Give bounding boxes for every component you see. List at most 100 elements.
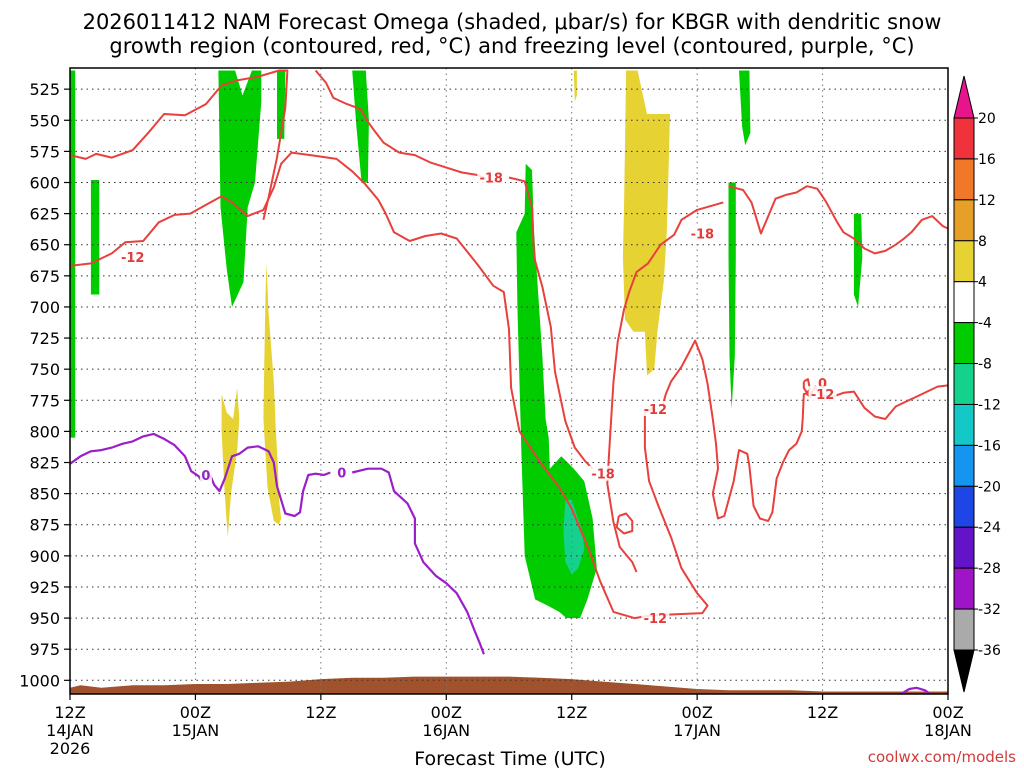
contour-layer (69, 69, 949, 695)
y-tick-label-725: 725 (29, 329, 60, 348)
red-contour-9 (711, 391, 810, 522)
omega-region-green-strip-2 (90, 180, 100, 295)
omega-region-green-right-2 (728, 182, 736, 409)
red-contour-4 (508, 176, 594, 470)
y-tick-label-825: 825 (29, 454, 60, 473)
colorbar-swatch-2 (953, 199, 975, 242)
omega-region-green-right-1 (739, 70, 751, 146)
x-tick-label-60-0: 00Z (681, 703, 712, 722)
colorbar-swatch-4 (953, 281, 975, 324)
purple-contour-label-1-bg (335, 464, 348, 480)
colorbar-swatch-11 (953, 567, 975, 610)
red-contour-label-7-bg (641, 610, 670, 626)
colorbar-swatch-1 (953, 158, 975, 201)
y-tick-label-850: 850 (29, 485, 60, 504)
ground-layer (70, 676, 948, 694)
red-contour-0 (69, 69, 280, 160)
colorbar: 20 16 12 8 4 -4 -8 -12 -16 -20 -24 -28 -32 -36 (953, 75, 1001, 693)
purple-contour-3 (900, 686, 931, 695)
y-tick-label-675: 675 (29, 267, 60, 286)
red-contour-label-5: -12 (811, 388, 835, 403)
y-tick-label-800: 800 (29, 422, 60, 441)
y-axis: 525 550 575 600 625 650 675 700 725 750 775 800 825 8… (19, 80, 70, 690)
red-contour-label-4: 0 (818, 377, 827, 392)
red-contour-label-7: -12 (644, 612, 668, 627)
red-contour-label-1-bg (477, 169, 506, 185)
purple-contour-label-0-bg (199, 466, 212, 482)
y-tick-label-975: 975 (29, 640, 60, 659)
red-contour-8 (661, 339, 719, 494)
colorbar-label-5: -4 (978, 316, 992, 332)
purple-contour-1 (209, 445, 331, 518)
y-tick-label-525: 525 (29, 80, 60, 99)
colorbar-swatch-5 (953, 322, 975, 365)
y-tick-label-700: 700 (29, 298, 60, 317)
colorbar-label-3: 8 (978, 234, 987, 250)
colorbar-swatch-0 (953, 117, 975, 160)
y-tick-label-750: 750 (29, 360, 60, 379)
grid-layer (69, 68, 949, 694)
y-tick-label-650: 650 (29, 236, 60, 255)
red-contour-label-3: -12 (644, 403, 668, 418)
colorbar-swatch-9 (953, 485, 975, 528)
red-contour-label-3-bg (641, 401, 670, 417)
colorbar-label-9: -20 (978, 479, 1001, 495)
ground-terrain (70, 676, 948, 694)
omega-region-green-main (516, 163, 597, 619)
colorbar-swatch-8 (953, 444, 975, 487)
red-contour-6 (728, 185, 949, 255)
x-tick-label-48-0: 12Z (556, 703, 587, 722)
x-tick-label-60-1: 17JAN (673, 721, 721, 740)
chart-title-line1: 2026011412 NAM Forecast Omega (shaded, μ… (83, 10, 942, 34)
red-contour-2 (262, 69, 289, 221)
x-tick-label-24-0: 12Z (305, 703, 336, 722)
omega-region-green-upper-1 (218, 70, 262, 307)
y-tick-label-575: 575 (29, 142, 60, 161)
colorbar-label-8: -16 (978, 438, 1001, 454)
purple-contour-label-0: 0 (201, 469, 210, 484)
red-contour-label-5-bg (808, 386, 837, 402)
red-contour-label-0-bg (118, 249, 147, 265)
red-contour-label-2-bg (688, 225, 717, 241)
purple-contour-label-1: 0 (337, 466, 346, 481)
y-tick-label-625: 625 (29, 205, 60, 224)
red-contour-3 (314, 69, 487, 180)
colorbar-label-10: -24 (978, 520, 1001, 536)
omega-region-yellow-tiny (573, 70, 577, 102)
red-contour-label-2: -18 (691, 228, 715, 243)
x-axis-label: Forecast Time (UTC) (414, 748, 605, 768)
colorbar-label-4: 4 (978, 275, 987, 291)
purple-contour-0 (69, 432, 203, 482)
red-contour-11 (802, 378, 811, 394)
x-tick-label-0-2: 2026 (50, 739, 91, 758)
colorbar-swatch-10 (953, 526, 975, 569)
plot-frame (69, 67, 949, 695)
red-contour-label-6: -18 (591, 468, 615, 483)
x-tick-label-0-1: 14JAN (46, 721, 94, 740)
y-tick-label-550: 550 (29, 111, 60, 130)
colorbar-label-13: -36 (978, 643, 1001, 659)
y-tick-label-875: 875 (29, 516, 60, 535)
colorbar-swatch-7 (953, 403, 975, 446)
omega-region-green-upper-3 (352, 70, 369, 183)
omega-shading-layer (70, 70, 863, 619)
contour-label-layer: -12-18-18-120-12-18-120 0 (118, 169, 837, 627)
colorbar-swatch-3 (953, 240, 975, 283)
omega-region-green-right-3 (853, 213, 863, 307)
red-contour-label-1: -18 (479, 172, 503, 187)
x-tick-label-84-0: 00Z (932, 703, 963, 722)
y-tick-label-900: 900 (29, 547, 60, 566)
colorbar-label-1: 16 (978, 152, 996, 168)
omega-region-yellow-lower-2 (263, 263, 282, 525)
colorbar-label-11: -28 (978, 561, 1001, 577)
colorbar-label-2: 12 (978, 193, 996, 209)
red-contour-label-6-bg (589, 465, 618, 481)
red-contour-label-0: -12 (121, 251, 145, 266)
x-tick-label-72-0: 12Z (807, 703, 838, 722)
x-tick-label-12-1: 15JAN (172, 721, 220, 740)
red-contour-10 (615, 512, 634, 535)
omega-region-yellow-right (622, 70, 670, 376)
x-tick-label-36-1: 16JAN (422, 721, 470, 740)
